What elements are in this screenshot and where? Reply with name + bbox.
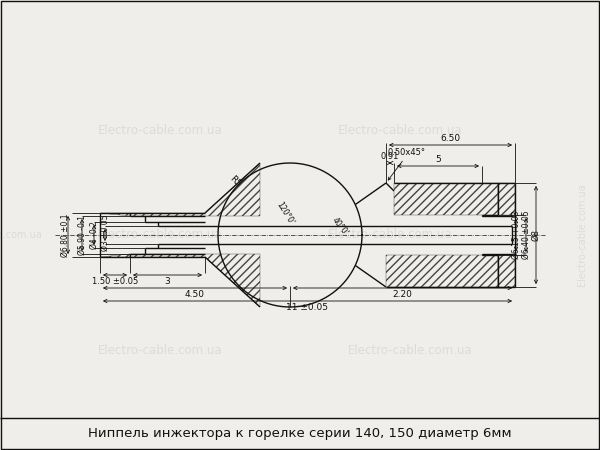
Text: Electro-cable.com.ua: Electro-cable.com.ua — [328, 229, 452, 242]
Text: Ø8: Ø8 — [532, 229, 541, 241]
Text: 0.91: 0.91 — [381, 152, 399, 161]
Text: 4.50: 4.50 — [185, 290, 205, 299]
Text: Ø6.40 ±0.05: Ø6.40 ±0.05 — [521, 211, 530, 259]
Text: Electro-cable.com.ua: Electro-cable.com.ua — [98, 229, 223, 242]
Text: Electro-cable.com.ua: Electro-cable.com.ua — [577, 184, 587, 286]
Text: 6.50: 6.50 — [440, 134, 461, 143]
Text: 120°0': 120°0' — [274, 200, 296, 226]
Text: Electro-cable.com.ua: Electro-cable.com.ua — [338, 123, 463, 136]
Text: le.com.ua: le.com.ua — [0, 230, 42, 240]
Text: 11 ±0.05: 11 ±0.05 — [287, 303, 329, 312]
Text: 40°0': 40°0' — [330, 216, 350, 238]
Text: Electro-cable.com.ua: Electro-cable.com.ua — [98, 343, 223, 356]
Text: Ø3 ±0.05: Ø3 ±0.05 — [101, 215, 110, 251]
Text: 0.50x45°: 0.50x45° — [388, 148, 426, 157]
Text: 1.50 ±0.05: 1.50 ±0.05 — [92, 277, 138, 286]
Text: Ø4 -0.2: Ø4 -0.2 — [89, 221, 98, 249]
Text: Ø6.15 +0.03: Ø6.15 +0.03 — [511, 211, 521, 259]
Text: 5: 5 — [435, 155, 441, 164]
Text: 3: 3 — [164, 277, 170, 286]
Text: R5: R5 — [227, 174, 242, 189]
Text: Ниппель инжектора к горелке серии 140, 150 диаметр 6мм: Ниппель инжектора к горелке серии 140, 1… — [88, 428, 512, 441]
Text: 2.20: 2.20 — [392, 290, 412, 299]
Text: Electro-cable.com.ua: Electro-cable.com.ua — [347, 343, 472, 356]
Text: Ø5.90 -0.1: Ø5.90 -0.1 — [77, 215, 86, 255]
Text: Ø6.80 ±0.1: Ø6.80 ±0.1 — [61, 213, 70, 257]
Text: Electro-cable.com.ua: Electro-cable.com.ua — [98, 123, 223, 136]
